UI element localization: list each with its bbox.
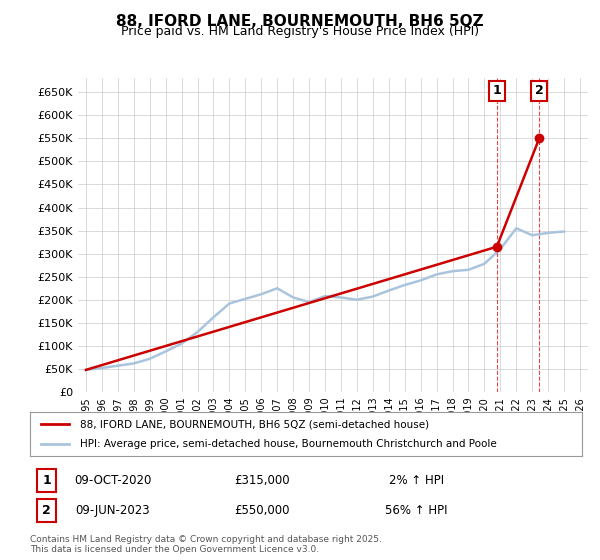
Text: 2% ↑ HPI: 2% ↑ HPI bbox=[389, 474, 444, 487]
Text: HPI: Average price, semi-detached house, Bournemouth Christchurch and Poole: HPI: Average price, semi-detached house,… bbox=[80, 439, 496, 449]
Text: 09-JUN-2023: 09-JUN-2023 bbox=[76, 504, 150, 517]
Text: £315,000: £315,000 bbox=[234, 474, 290, 487]
Text: 2: 2 bbox=[42, 504, 51, 517]
Text: 56% ↑ HPI: 56% ↑ HPI bbox=[385, 504, 448, 517]
Text: Contains HM Land Registry data © Crown copyright and database right 2025.
This d: Contains HM Land Registry data © Crown c… bbox=[30, 535, 382, 554]
Text: Price paid vs. HM Land Registry's House Price Index (HPI): Price paid vs. HM Land Registry's House … bbox=[121, 25, 479, 38]
Text: 88, IFORD LANE, BOURNEMOUTH, BH6 5QZ: 88, IFORD LANE, BOURNEMOUTH, BH6 5QZ bbox=[116, 14, 484, 29]
Text: 2: 2 bbox=[535, 85, 544, 97]
Text: 88, IFORD LANE, BOURNEMOUTH, BH6 5QZ (semi-detached house): 88, IFORD LANE, BOURNEMOUTH, BH6 5QZ (se… bbox=[80, 419, 429, 429]
Text: 09-OCT-2020: 09-OCT-2020 bbox=[74, 474, 151, 487]
Text: 1: 1 bbox=[493, 85, 501, 97]
Text: £550,000: £550,000 bbox=[234, 504, 290, 517]
Text: 1: 1 bbox=[42, 474, 51, 487]
